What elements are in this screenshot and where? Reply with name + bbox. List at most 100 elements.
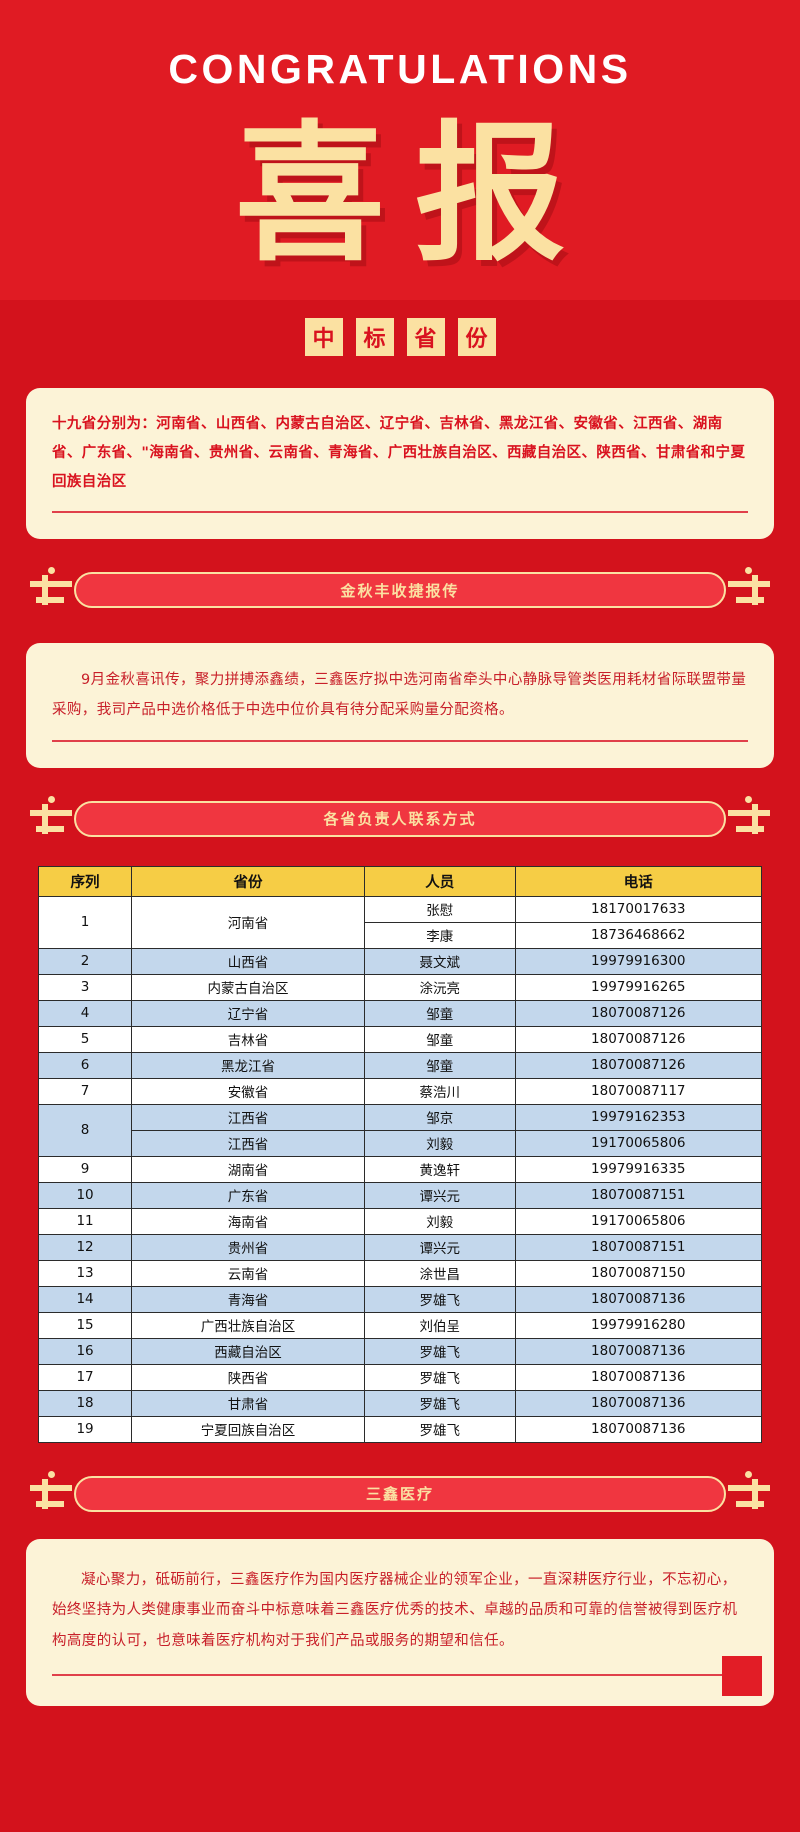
- contacts-table: 序列 省份 人员 电话 1 河南省 张慰 18170017633 李康 187364686…: [37, 865, 763, 1443]
- cell-person: 邹童: [363, 999, 516, 1027]
- cell-seq: 2: [37, 947, 133, 975]
- cell-phone: 19979916265: [514, 973, 763, 1001]
- table-row: 13 云南省 涂世昌 18070087150: [37, 1259, 763, 1287]
- winning-provinces-tiles: 中 标 省 份: [26, 318, 774, 362]
- cell-person: 罗雄飞: [363, 1363, 516, 1391]
- table-row: 2 山西省 聂文斌 19979916300: [37, 947, 763, 975]
- cell-phone: 18070087126: [514, 999, 763, 1027]
- cell-province: 安徽省: [131, 1077, 365, 1105]
- cell-seq: 15: [37, 1311, 133, 1339]
- cell-seq: 12: [37, 1233, 133, 1261]
- cell-person: 邹童: [363, 1051, 516, 1079]
- red-square-mark: [722, 1656, 762, 1697]
- cell-seq: 17: [37, 1363, 133, 1391]
- table-row: 11 海南省 刘毅 19170065806: [37, 1207, 763, 1235]
- cell-province: 广东省: [131, 1181, 365, 1209]
- table-row: 9 湖南省 黄逸轩 19979916335: [37, 1155, 763, 1183]
- banner-row-contacts: 各省负责人联系方式: [26, 795, 774, 840]
- cell-phone: 18070087136: [514, 1363, 763, 1391]
- cell-seq: 9: [37, 1155, 133, 1183]
- cell-person: 刘毅: [363, 1129, 516, 1157]
- page-title: 喜报: [234, 108, 595, 282]
- cell-province: 内蒙古自治区: [131, 973, 365, 1001]
- cell-person: 涂沅亮: [363, 973, 516, 1001]
- table-row: 4 辽宁省 邹童 18070087126: [37, 999, 763, 1027]
- cell-person: 罗雄飞: [363, 1415, 516, 1443]
- company-statement-text: 凝心聚力，砥砺前行，三鑫医疗作为国内医疗器械企业的领军企业，一直深耕医疗行业，不…: [52, 1571, 738, 1649]
- cell-phone: 18070087151: [514, 1233, 763, 1261]
- cell-person: 张慰: [363, 895, 516, 923]
- cell-phone: 18070087117: [514, 1077, 763, 1105]
- cell-phone: 18070087136: [514, 1285, 763, 1313]
- table-row: 19 宁夏回族自治区 罗雄飞 18070087136: [37, 1415, 763, 1443]
- table-row: 8 江西省 邹京 19979162353: [37, 1103, 763, 1157]
- cell-phone: 18070087136: [514, 1415, 763, 1443]
- cell-province: 青海省: [131, 1285, 365, 1313]
- table-row: 12 贵州省 谭兴元 18070087151: [37, 1233, 763, 1261]
- cell-phone: 19170065806: [514, 1207, 763, 1235]
- cell-province: 西藏自治区: [131, 1337, 365, 1365]
- cell-seq: 19: [37, 1415, 133, 1443]
- cell-person: 李康: [363, 921, 516, 949]
- cell-phone: 18170017633: [514, 895, 763, 923]
- cell-province: 辽宁省: [131, 999, 365, 1027]
- contacts-table-wrap: 序列 省份 人员 电话 1 河南省 张慰 18170017633 李康 187364686…: [26, 865, 774, 1443]
- cell-person: 邹京: [363, 1103, 516, 1131]
- card-divider: [52, 1674, 748, 1677]
- cell-person: 聂文斌: [363, 947, 516, 975]
- cell-person: 刘伯呈: [363, 1311, 516, 1339]
- banner-harvest: 金秋丰收捷报传: [74, 572, 726, 608]
- table-row: 5 吉林省 邹童 18070087126: [37, 1025, 763, 1053]
- cell-phone: 19979916280: [514, 1311, 763, 1339]
- cell-seq: 4: [37, 999, 133, 1027]
- cell-seq: 5: [37, 1025, 133, 1053]
- cell-province: 吉林省: [131, 1025, 365, 1053]
- table-row: 18 甘肃省 罗雄飞 18070087136: [37, 1389, 763, 1417]
- cell-province: 云南省: [131, 1259, 365, 1287]
- ornament-left-icon: [26, 1470, 74, 1515]
- banner-company: 三鑫医疗: [74, 1475, 726, 1512]
- cell-province: 江西省: [131, 1103, 365, 1131]
- tile-char-4: 份: [457, 318, 502, 362]
- cell-province: 湖南省: [131, 1155, 365, 1183]
- announcement-card: 9月金秋喜讯传，聚力拼搏添鑫绩，三鑫医疗拟中选河南省牵头中心静脉导管类医用耗材省…: [26, 643, 774, 768]
- banner-row-company: 三鑫医疗: [26, 1470, 774, 1515]
- cell-province: 山西省: [131, 947, 365, 975]
- cell-phone: 19979916300: [514, 947, 763, 975]
- cell-phone: 18070087136: [514, 1337, 763, 1365]
- cell-seq: 13: [37, 1259, 133, 1287]
- cell-person: 罗雄飞: [363, 1285, 516, 1313]
- banner-row-harvest: 金秋丰收捷报传: [26, 567, 774, 611]
- company-statement-card: 凝心聚力，砥砺前行，三鑫医疗作为国内医疗器械企业的领军企业，一直深耕医疗行业，不…: [26, 1538, 774, 1707]
- table-body: 1 河南省 张慰 18170017633 李康 18736468662 2 山西省 聂文斌 199…: [37, 895, 763, 1443]
- provinces-card: 十九省分别为：河南省、山西省、内蒙古自治区、辽宁省、吉林省、黑龙江省、安徽省、江…: [26, 388, 774, 539]
- table-row: 李康 18736468662: [39, 921, 763, 949]
- cell-person: 谭兴元: [363, 1181, 516, 1209]
- provinces-text: 十九省分别为：河南省、山西省、内蒙古自治区、辽宁省、吉林省、黑龙江省、安徽省、江…: [52, 416, 746, 490]
- cell-seq: 14: [37, 1285, 133, 1313]
- cell-seq: 7: [37, 1077, 133, 1105]
- card-divider: [52, 739, 748, 742]
- cell-province: 陕西省: [131, 1363, 365, 1391]
- tile-char-3: 省: [406, 318, 451, 362]
- cell-person: 罗雄飞: [363, 1337, 516, 1365]
- cell-phone: 18070087150: [514, 1259, 763, 1287]
- table-header-row: 序列 省份 人员 电话: [37, 865, 763, 897]
- cell-province: 海南省: [131, 1207, 365, 1235]
- cell-seq: 1: [37, 895, 133, 949]
- cell-seq: 10: [37, 1181, 133, 1209]
- cell-province: 河南省: [131, 895, 365, 949]
- table-row: 3 内蒙古自治区 涂沅亮 19979916265: [37, 973, 763, 1001]
- cell-province: 广西壮族自治区: [131, 1311, 365, 1339]
- card-divider: [52, 511, 748, 513]
- cell-province: 甘肃省: [131, 1389, 365, 1417]
- table-row: 14 青海省 罗雄飞 18070087136: [37, 1285, 763, 1313]
- table-row: 15 广西壮族自治区 刘伯呈 19979916280: [37, 1311, 763, 1339]
- cell-person: 刘毅: [363, 1207, 516, 1235]
- col-header-person: 人员: [363, 865, 516, 897]
- table-row: 16 西藏自治区 罗雄飞 18070087136: [37, 1337, 763, 1365]
- cell-person: 罗雄飞: [363, 1389, 516, 1417]
- tile-char-1: 中: [304, 318, 349, 362]
- cell-seq: 18: [37, 1389, 133, 1417]
- table-row: 江西省 刘毅 19170065806: [39, 1129, 763, 1157]
